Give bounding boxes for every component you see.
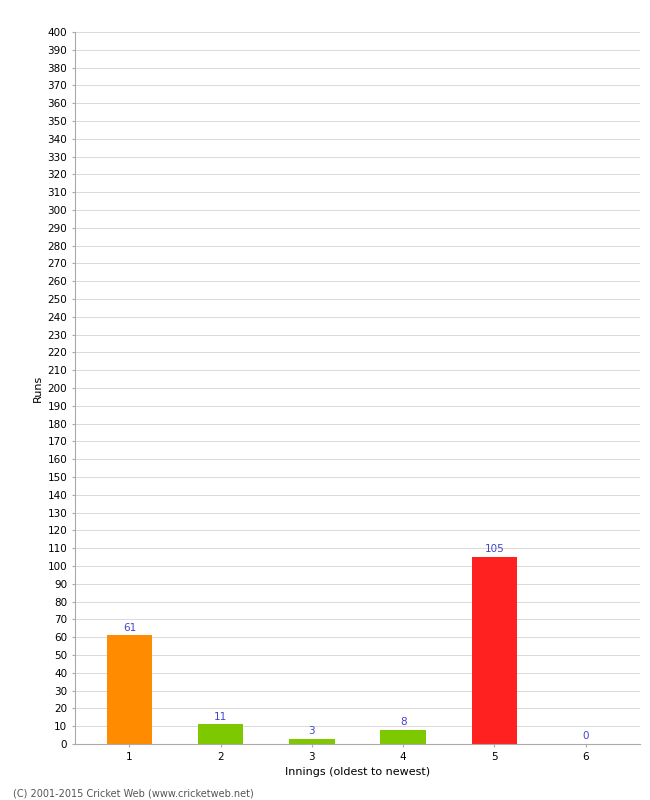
- Text: 8: 8: [400, 717, 406, 727]
- Text: 3: 3: [309, 726, 315, 736]
- Text: 61: 61: [123, 622, 136, 633]
- Y-axis label: Runs: Runs: [33, 374, 43, 402]
- Text: 11: 11: [214, 712, 228, 722]
- Bar: [471, 557, 517, 744]
- Text: (C) 2001-2015 Cricket Web (www.cricketweb.net): (C) 2001-2015 Cricket Web (www.cricketwe…: [13, 788, 254, 798]
- Bar: [198, 725, 244, 744]
- Bar: [289, 738, 335, 744]
- Bar: [380, 730, 426, 744]
- Bar: [107, 635, 152, 744]
- X-axis label: Innings (oldest to newest): Innings (oldest to newest): [285, 767, 430, 777]
- Text: 0: 0: [582, 731, 589, 742]
- Text: 105: 105: [484, 545, 504, 554]
